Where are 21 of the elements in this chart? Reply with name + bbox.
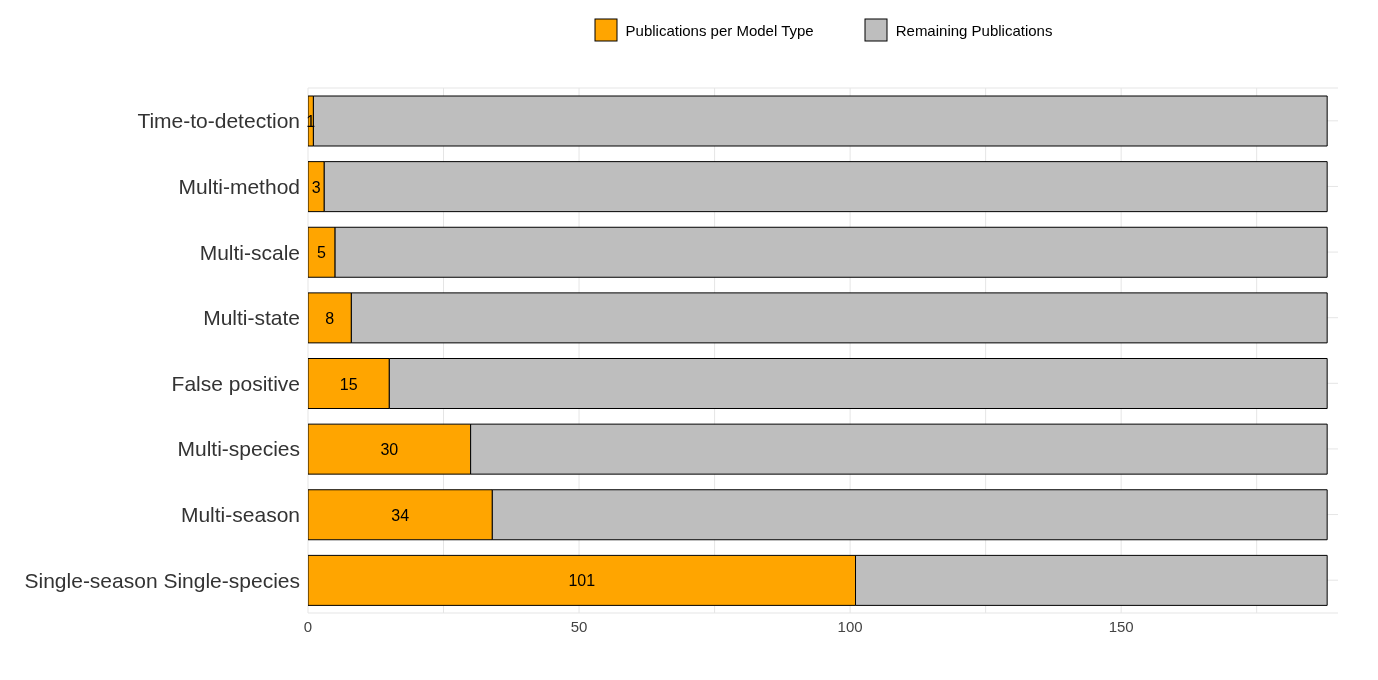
- legend-label: Publications per Model Type: [625, 21, 814, 39]
- y-tick-label: Multi-species: [177, 437, 300, 461]
- y-tick-label: Single-season Single-species: [24, 568, 300, 592]
- data-label: 3: [311, 178, 321, 196]
- x-tick-label: 50: [570, 617, 588, 635]
- y-tick-label: Multi-state: [203, 306, 300, 330]
- x-tick-label: 100: [837, 617, 863, 635]
- x-tick-label: 150: [1108, 617, 1134, 635]
- legend-label: Remaining Publications: [895, 21, 1053, 39]
- y-tick-label: False positive: [171, 371, 300, 395]
- data-label: 101: [568, 572, 596, 590]
- y-tick-label: Multi-method: [178, 174, 300, 198]
- y-tick-label: Time-to-detection: [137, 109, 300, 133]
- data-label: 34: [391, 506, 410, 524]
- y-tick-label: Multi-scale: [199, 240, 300, 264]
- data-label: 30: [380, 441, 399, 459]
- data-label: 5: [317, 244, 327, 262]
- data-label: 15: [339, 375, 358, 393]
- data-label: 8: [325, 309, 335, 327]
- y-tick-label: Multi-season: [180, 503, 300, 527]
- x-tick-label: 0: [303, 617, 313, 635]
